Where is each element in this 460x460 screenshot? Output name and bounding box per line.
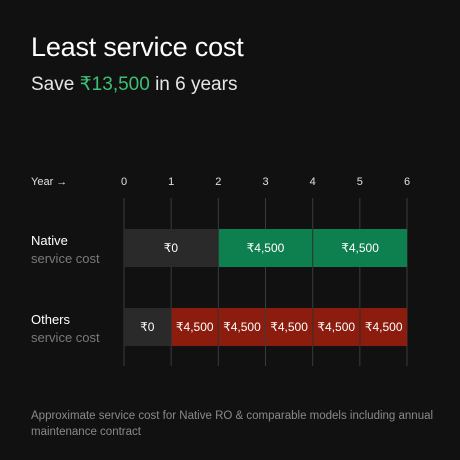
footnote: Approximate service cost for Native RO &… <box>31 410 434 438</box>
bar-value-label: ₹0 <box>140 320 155 334</box>
bar-segment <box>313 308 360 346</box>
bar-segment <box>218 229 313 267</box>
x-tick-label: 0 <box>121 176 127 188</box>
x-tick-label: 4 <box>310 176 316 188</box>
bar-segment <box>266 308 313 346</box>
bar-value-label: ₹4,500 <box>365 320 403 334</box>
x-tick-label: 2 <box>215 176 221 188</box>
bar-value-label: ₹4,500 <box>223 320 261 334</box>
page-title: Least service cost <box>31 32 244 62</box>
bar-value-label: ₹4,500 <box>341 241 379 255</box>
bar-segment <box>360 308 407 346</box>
row-label: Others <box>31 312 71 327</box>
bar-segment <box>124 308 171 346</box>
bar-value-label: ₹4,500 <box>270 320 308 334</box>
bar-segment <box>124 229 218 267</box>
subtitle-prefix: Save <box>31 74 80 95</box>
x-tick-label: 1 <box>168 176 174 188</box>
savings-amount: ₹13,500 <box>79 74 150 95</box>
x-tick-label: 6 <box>404 176 410 188</box>
x-tick-label: 3 <box>262 176 268 188</box>
x-tick-label: 5 <box>357 176 363 188</box>
subtitle-suffix: in 6 years <box>149 74 238 95</box>
savings-subtitle: Save ₹13,500 in 6 years <box>31 73 237 97</box>
bar-segment <box>313 229 407 267</box>
bar-value-label: ₹4,500 <box>176 320 214 334</box>
row-sublabel: service cost <box>31 251 100 266</box>
row-sublabel: service cost <box>31 330 100 345</box>
bar-value-label: ₹0 <box>164 241 179 255</box>
service-cost-chart: Year → 0 1 2 3 4 5 6 Native service cost ₹0 ₹4,500 ₹… <box>31 176 410 366</box>
bar-value-label: ₹4,500 <box>317 320 355 334</box>
row-label: Native <box>31 233 68 248</box>
bar-value-label: ₹4,500 <box>247 241 285 255</box>
bar-segment <box>171 308 218 346</box>
bar-segment <box>218 308 265 346</box>
x-axis-label: Year → <box>31 176 67 188</box>
